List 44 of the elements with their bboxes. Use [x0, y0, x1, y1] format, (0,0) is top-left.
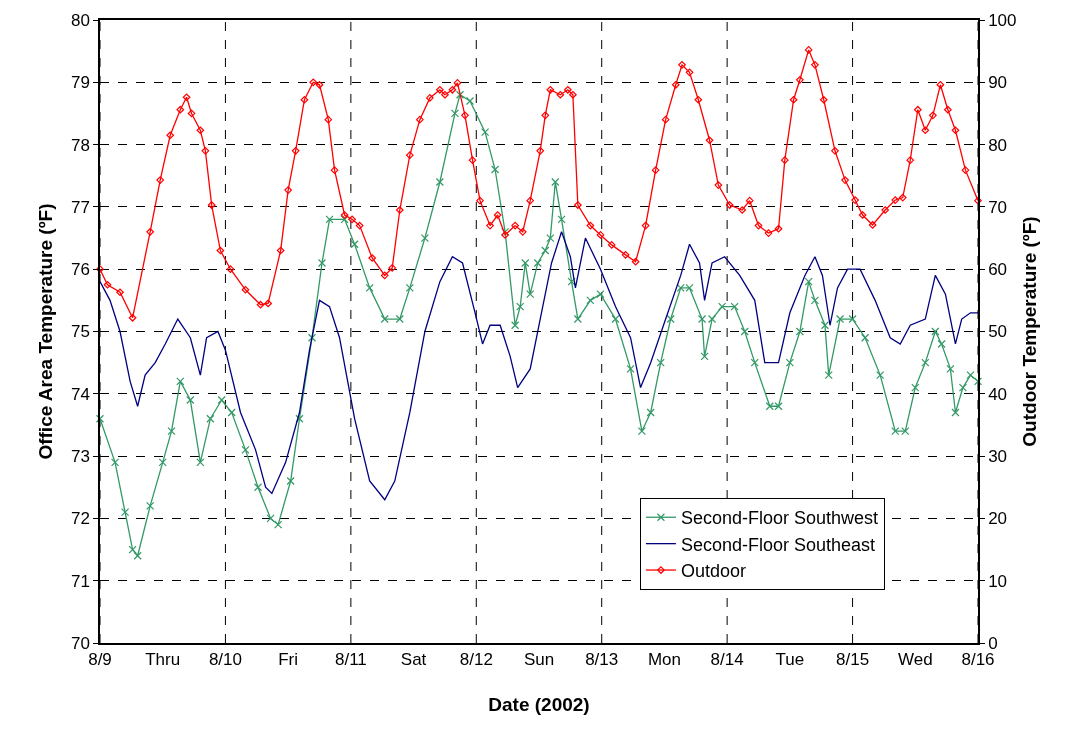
- y-tick-label: 72: [70, 509, 90, 529]
- y2-tick-label: 100: [988, 10, 1017, 30]
- y-tick-label: 80: [70, 10, 90, 30]
- y-tick-label: 71: [70, 571, 90, 591]
- y2-tick-label: 30: [988, 447, 1008, 467]
- y2-tick-label: 40: [988, 384, 1008, 404]
- y2-tick-label: 70: [988, 197, 1008, 217]
- legend-label: Outdoor: [680, 561, 746, 582]
- y2-tick-label: 60: [988, 260, 1008, 280]
- x-axis-title: Date (2002): [488, 693, 590, 715]
- y-axis-title: Office Area Temperature (ºF): [34, 203, 56, 460]
- y-tick-label: 70: [70, 633, 90, 653]
- legend-label: Second-Floor Southwest: [680, 508, 879, 529]
- x-tick-label: 8/9: [88, 650, 112, 670]
- y-tick-label: 79: [70, 73, 90, 93]
- y2-tick-label: 0: [988, 633, 998, 653]
- legend-label: Second-Floor Southeast: [680, 534, 876, 555]
- line-series: [100, 231, 978, 501]
- x-tick-label: Wed: [897, 650, 933, 670]
- x-tick-label: 8/15: [836, 650, 870, 670]
- x-tick-label: 8/11: [334, 650, 367, 670]
- x-tick-label: 8/16: [961, 650, 995, 670]
- y-tick-label: 78: [70, 135, 90, 155]
- x-tick-label: Mon: [647, 650, 681, 670]
- x-tick-label: Sat: [400, 650, 427, 670]
- x-tick-label: Fri: [278, 650, 299, 670]
- x-tick-label: 8/12: [459, 650, 493, 670]
- x-tick-label: 8/10: [208, 650, 242, 670]
- y-tick-label: 77: [70, 197, 90, 217]
- y2-tick-label: 20: [988, 509, 1008, 529]
- x-tick-label: Sun: [523, 650, 555, 670]
- y2-axis-title: Outdoor Temperature (ºF): [1019, 216, 1040, 447]
- y-tick-label: 75: [70, 322, 90, 342]
- y2-tick-label: 10: [988, 571, 1008, 591]
- y2-tick-label: 90: [988, 73, 1008, 93]
- y-tick-label: 74: [70, 384, 90, 404]
- y-tick-label: 73: [70, 447, 90, 467]
- x-tick-label: 8/13: [585, 650, 619, 670]
- x-tick-label: Thru: [145, 650, 181, 670]
- x-tick-label: Tue: [775, 650, 805, 670]
- y-tick-label: 76: [70, 260, 90, 280]
- y2-tick-label: 50: [988, 322, 1008, 342]
- y2-tick-label: 80: [988, 135, 1008, 155]
- x-tick-label: 8/14: [710, 650, 744, 670]
